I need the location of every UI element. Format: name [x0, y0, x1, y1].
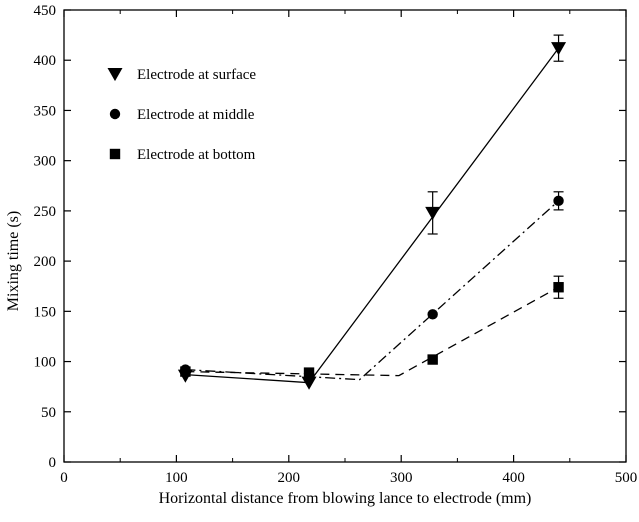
y-tick-label: 450	[34, 3, 57, 19]
x-tick-label: 100	[165, 470, 188, 486]
y-tick-label: 0	[49, 455, 57, 471]
x-tick-label: 500	[615, 470, 638, 486]
data-point-0-3	[551, 42, 567, 56]
y-tick-label: 400	[34, 53, 57, 69]
x-axis-title: Horizontal distance from blowing lance t…	[159, 490, 532, 507]
data-point-2-0	[180, 366, 191, 377]
x-tick-label: 0	[60, 470, 68, 486]
y-tick-label: 100	[34, 355, 57, 371]
y-axis-title: Mixing time (s)	[5, 211, 22, 311]
y-tick-label: 200	[34, 254, 57, 270]
x-tick-label: 200	[278, 470, 301, 486]
y-tick-label: 250	[34, 204, 57, 220]
y-tick-label: 300	[34, 154, 57, 170]
legend-label-2: Electrode at bottom	[137, 147, 256, 163]
data-point-2-1	[303, 367, 315, 378]
data-point-0-2	[425, 206, 441, 221]
x-tick-label: 300	[390, 470, 413, 486]
legend-marker-0	[107, 68, 123, 82]
y-tick-label: 350	[34, 103, 57, 119]
series-line-2	[185, 286, 559, 377]
legend-label-1: Electrode at middle	[137, 107, 255, 123]
legend-marker-1	[109, 108, 121, 120]
x-tick-label: 400	[502, 470, 525, 486]
data-point-2-3	[553, 282, 564, 293]
legend-marker-2	[109, 148, 121, 160]
data-point-1-2	[427, 309, 438, 320]
data-point-0-1	[301, 376, 317, 390]
data-point-2-2	[427, 354, 438, 365]
series-line-0	[185, 47, 560, 384]
y-tick-label: 150	[34, 304, 57, 320]
y-tick-label: 50	[41, 405, 56, 421]
legend-label-0: Electrode at surface	[137, 67, 256, 83]
data-point-1-3	[553, 195, 564, 207]
series-line-1	[185, 200, 559, 381]
